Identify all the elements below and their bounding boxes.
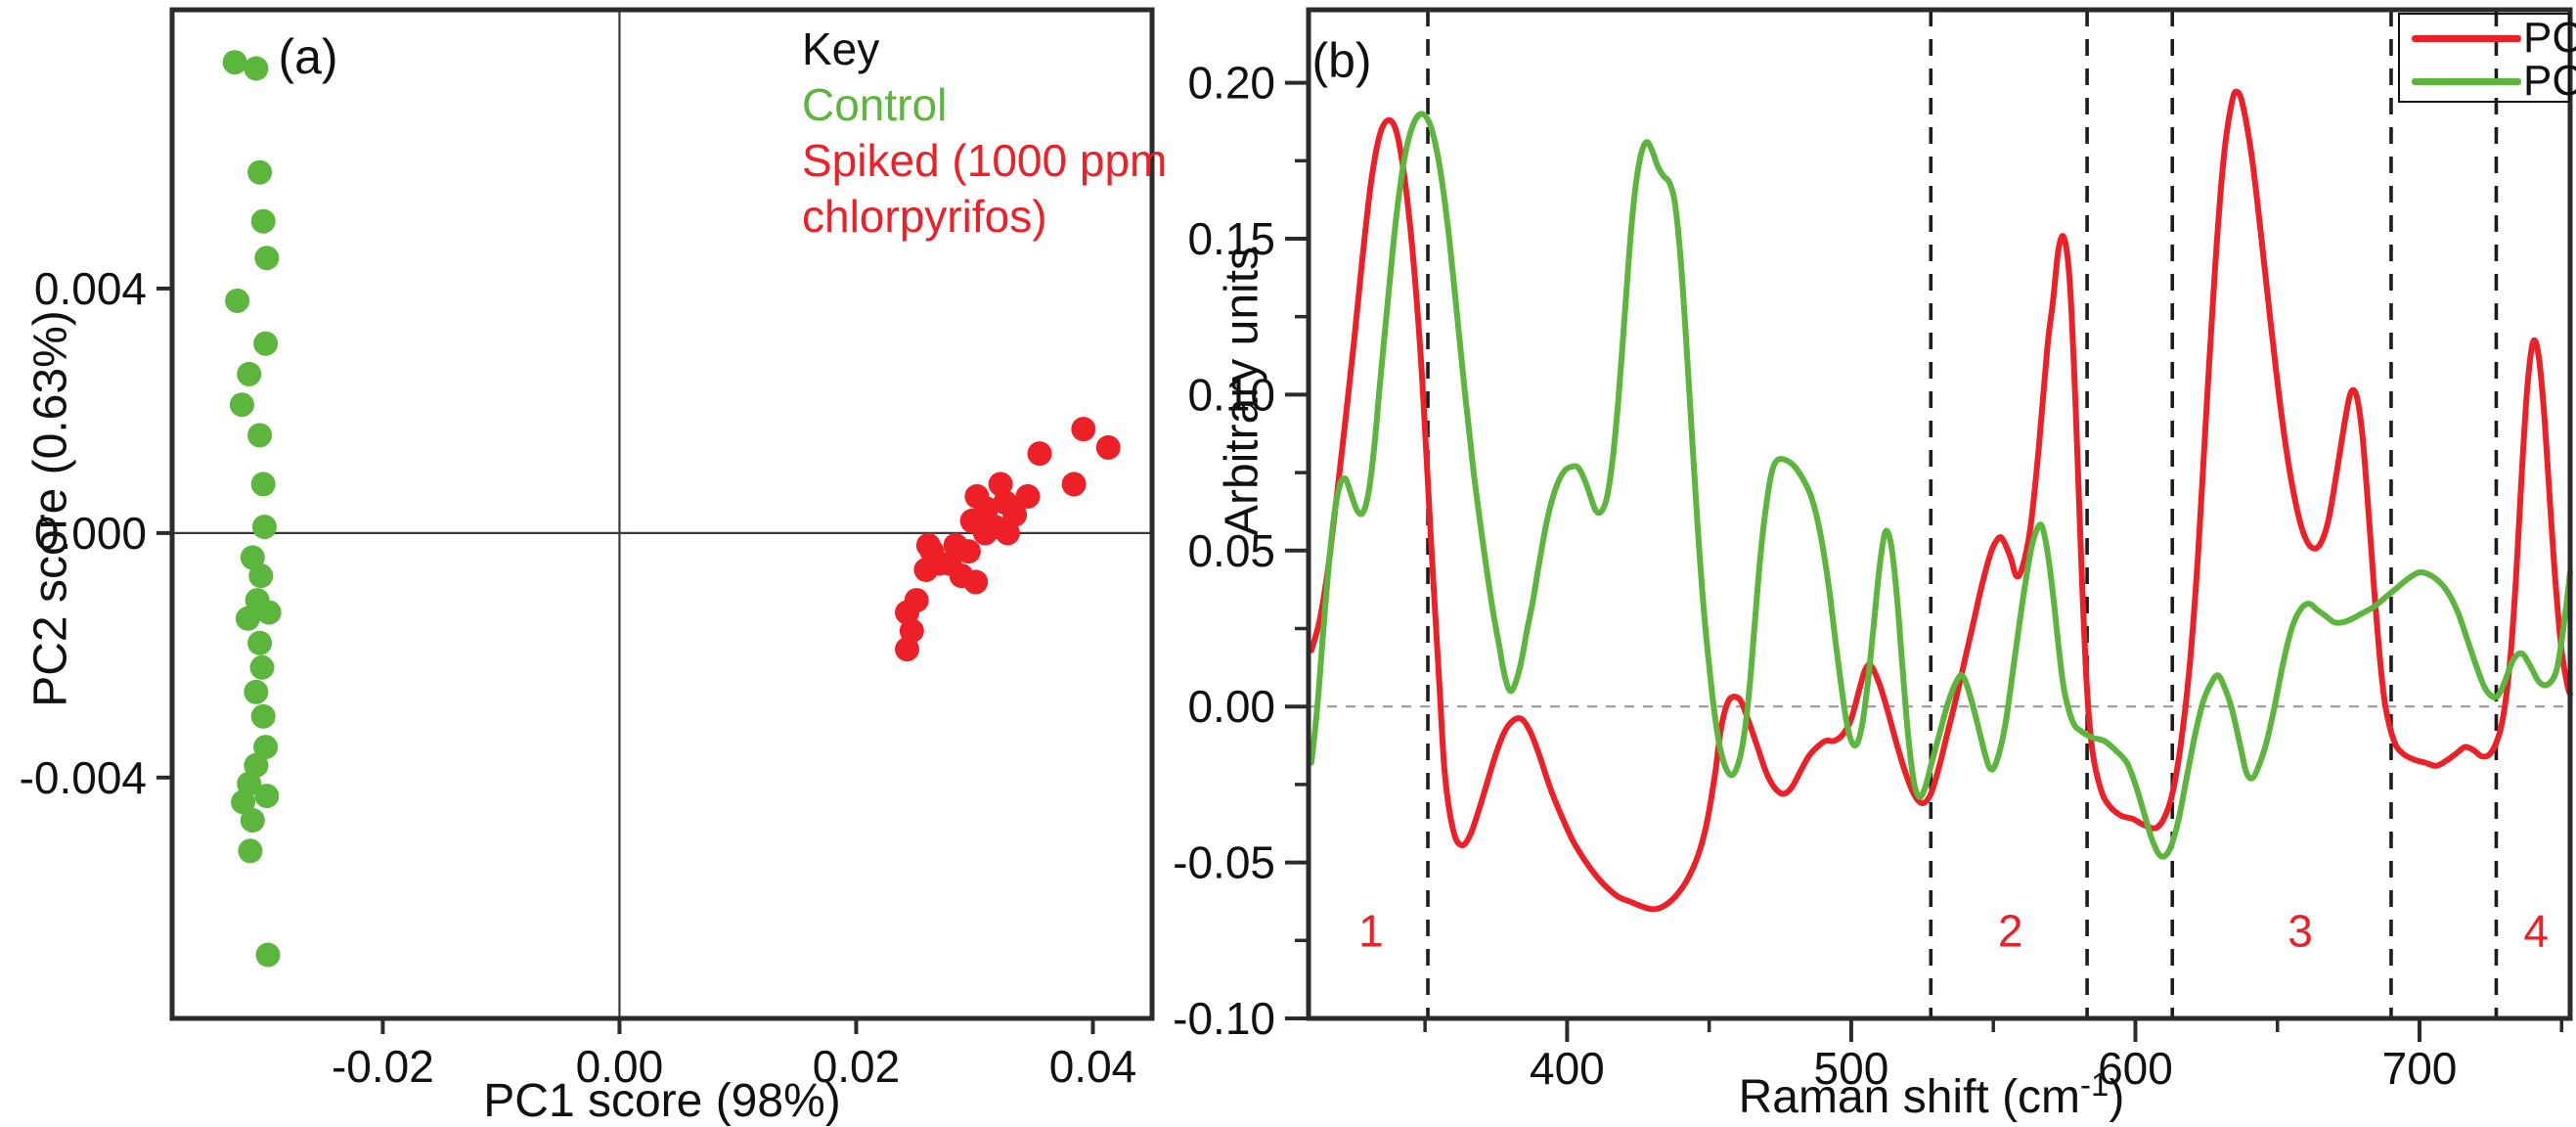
key-block: Key Control Spiked (1000 ppm chlorpyrifo… <box>802 22 1167 245</box>
panel-b-y-tick-label: 0.00 <box>1187 681 1275 732</box>
panel-a-x-tick-label: 0.02 <box>813 1041 901 1092</box>
legend-label-pc1: PC1 <box>2523 14 2576 62</box>
spiked-point <box>974 496 999 521</box>
control-point <box>247 630 273 655</box>
control-point <box>256 600 282 625</box>
panel-b-y-tick-label: 0.15 <box>1187 213 1275 264</box>
control-point <box>240 545 265 570</box>
panel-a-x-tick-label: 0.00 <box>576 1041 664 1092</box>
region-number-label: 4 <box>2523 906 2549 957</box>
raman-shift-label-main: Raman shift (cm <box>1738 1071 2081 1123</box>
spiked-point <box>955 539 981 564</box>
spiked-point <box>899 618 924 644</box>
panel-a-x-axis-title: PC1 score (98%) <box>483 1075 841 1127</box>
control-point <box>247 423 273 448</box>
panel-a-y-tick-label: -0.004 <box>20 752 147 803</box>
panel-b-x-tick-label: 700 <box>2382 1043 2458 1094</box>
panel-a-x-tick-label: 0.04 <box>1049 1041 1137 1092</box>
spiked-point <box>1061 472 1087 497</box>
control-point <box>253 331 279 356</box>
legend-row-pc2: PC2 <box>2412 60 2576 103</box>
spiked-point <box>904 588 929 613</box>
control-point <box>250 472 276 497</box>
region-number-label: 2 <box>1998 906 2023 957</box>
control-point <box>244 56 269 81</box>
pc2-line-swatch <box>2412 77 2521 85</box>
control-point <box>251 515 277 540</box>
spiked-point <box>1015 483 1041 509</box>
control-point <box>240 808 265 833</box>
panel-b-x-tick-label: 500 <box>1814 1043 1889 1094</box>
panel-b-x-axis-title: Raman shift (cm-1) <box>1738 1066 2125 1124</box>
panel-b-y-tick-label: 0.05 <box>1187 525 1275 576</box>
panel-b-frame <box>1306 7 2573 1021</box>
key-item-spiked-line2: chlorpyrifos) <box>802 191 1047 242</box>
pc1-line-swatch <box>2412 34 2521 42</box>
control-point <box>238 838 263 864</box>
legend: PC1 PC2 <box>2398 13 2576 103</box>
panel-b-y-tick-label: -0.05 <box>1173 837 1275 888</box>
legend-row-pc1: PC1 <box>2412 17 2576 60</box>
control-point <box>222 50 247 75</box>
spiked-point <box>963 569 989 595</box>
spiked-point <box>988 472 1013 497</box>
spiked-point <box>995 520 1020 546</box>
spiked-point <box>1095 434 1121 460</box>
panel-a-y-tick-label: 0.000 <box>34 508 147 559</box>
control-point <box>235 606 260 631</box>
panel-a-y-axis-title: PC2 score (0.63%) <box>24 310 77 707</box>
control-point <box>231 789 256 815</box>
key-title: Key <box>802 23 880 74</box>
control-point <box>248 564 274 589</box>
spiked-point <box>1002 502 1028 527</box>
panel-b-y-tick-label: 0.10 <box>1187 369 1275 420</box>
control-point <box>254 784 280 809</box>
raman-shift-label-superscript: -1 <box>2080 1066 2110 1103</box>
key-item-spiked-line1: Spiked (1000 ppm <box>802 135 1168 186</box>
control-point <box>249 654 275 680</box>
panel-b-label: (b) <box>1311 33 1372 88</box>
control-point <box>244 752 269 778</box>
control-point <box>255 942 281 968</box>
panel-b-x-tick-label: 400 <box>1530 1043 1605 1094</box>
control-point <box>254 246 280 271</box>
control-point <box>253 735 279 760</box>
control-point <box>225 288 250 313</box>
control-point <box>250 208 276 234</box>
spiked-point <box>1027 441 1052 467</box>
panel-a-label: (a) <box>278 29 338 84</box>
control-point <box>237 361 262 386</box>
panel-b-x-tick-label: 600 <box>2098 1043 2173 1094</box>
region-number-label: 1 <box>1358 906 1384 957</box>
panel-a-x-tick-label: -0.02 <box>332 1041 434 1092</box>
panel-b-y-axis-title: Arbitrary units <box>1216 246 1268 537</box>
control-point <box>250 703 276 729</box>
panel-a-frame <box>169 7 1155 1021</box>
spiked-point <box>1071 417 1096 442</box>
pc2-loading-curve <box>1308 111 2573 860</box>
spiked-point <box>895 637 919 662</box>
legend-label-pc2: PC2 <box>2523 57 2576 105</box>
control-point <box>244 679 269 704</box>
pc1-loading-curve <box>1308 88 2573 913</box>
spiked-point <box>915 532 941 558</box>
region-number-label: 3 <box>2287 906 2313 957</box>
raman-shift-label-close: ) <box>2109 1071 2125 1123</box>
control-point <box>247 159 273 185</box>
panel-b-y-tick-label: -0.10 <box>1173 993 1275 1044</box>
key-item-control: Control <box>802 79 948 130</box>
control-point <box>229 392 254 418</box>
panel-a-y-tick-label: 0.004 <box>34 263 147 314</box>
panel-b-y-tick-label: 0.20 <box>1187 58 1275 109</box>
